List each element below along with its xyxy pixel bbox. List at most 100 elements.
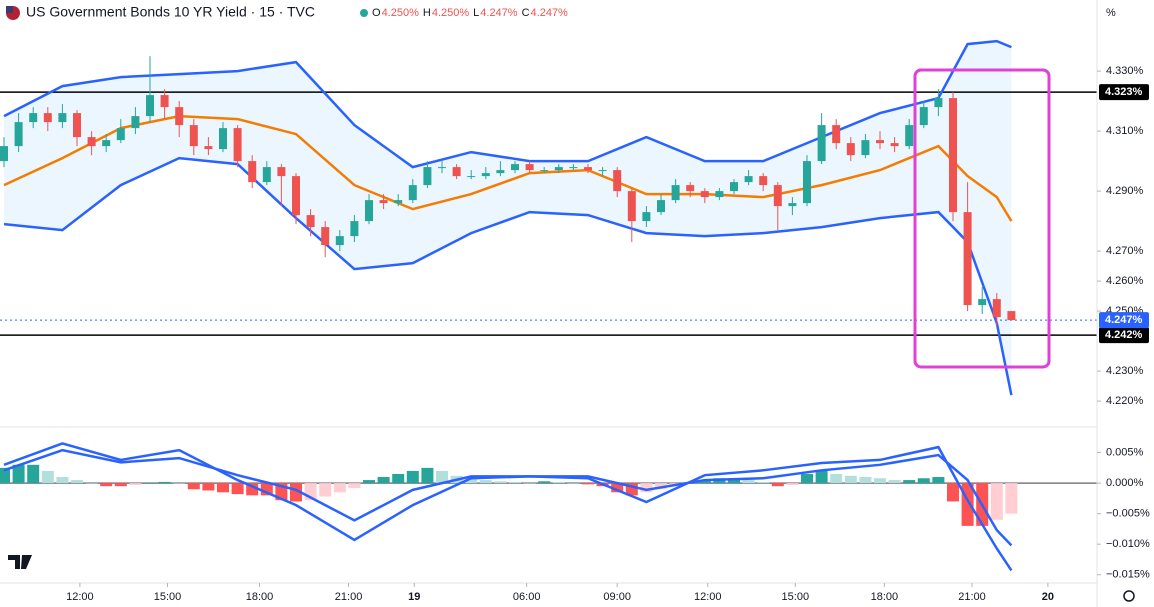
histogram-bar	[771, 483, 784, 487]
histogram-bar	[85, 483, 98, 484]
histogram-bar	[479, 480, 492, 484]
histogram-bar	[801, 473, 813, 484]
candle-body	[613, 170, 622, 192]
candle-body	[1007, 311, 1016, 321]
histogram-bar	[874, 478, 886, 484]
tv-logo	[8, 555, 32, 569]
histogram-bar	[144, 483, 156, 484]
x-tick-label: 09:00	[603, 591, 631, 603]
histogram-bar	[728, 478, 740, 484]
candle-body	[277, 167, 286, 177]
x-tick-label: 21:00	[958, 591, 986, 603]
histogram-bar	[392, 473, 405, 484]
candle-body	[321, 227, 330, 246]
histogram-bar	[611, 483, 624, 493]
histogram-bar	[552, 481, 565, 484]
histogram-bar	[1005, 483, 1018, 514]
histogram-bar	[41, 470, 54, 484]
histogram-bar	[465, 478, 478, 484]
histogram-bar	[815, 470, 828, 484]
price-tag-label: 4.242%	[1105, 329, 1143, 341]
candle-body	[335, 236, 344, 246]
candle-body	[14, 122, 23, 147]
candle-body	[350, 221, 359, 237]
candle-body	[846, 143, 855, 156]
candle-body	[832, 125, 841, 144]
candle-body	[189, 125, 198, 147]
candle-body	[949, 98, 957, 213]
candle-body	[598, 170, 607, 172]
histogram-bar	[990, 483, 1003, 520]
candle-body	[934, 98, 943, 108]
histogram-bar	[567, 483, 580, 484]
histogram-bar	[363, 480, 375, 484]
candle-body	[686, 185, 695, 192]
candle-body	[219, 128, 227, 150]
candle-body	[876, 140, 884, 144]
y-tick-label: 4.330%	[1106, 65, 1144, 77]
bollinger-lower	[3, 156, 1013, 396]
candle-body	[584, 167, 592, 171]
histogram-bar	[333, 483, 346, 493]
candle-body	[496, 170, 505, 174]
status-dot	[360, 9, 368, 17]
histogram-bar	[523, 483, 536, 484]
histogram-bar	[421, 467, 434, 484]
candle-body	[423, 167, 432, 186]
y-tick-label: 4.260%	[1106, 275, 1144, 287]
histogram-bar	[947, 483, 959, 502]
header: US Government Bonds 10 YR Yield · 15 · T…	[6, 4, 368, 20]
histogram-bar	[757, 481, 770, 484]
y-tick-label: 4.290%	[1106, 185, 1144, 197]
histogram-bar	[319, 483, 332, 497]
price-tag-label: 4.323%	[1105, 86, 1143, 98]
histogram-bar	[187, 483, 200, 490]
candle-body	[657, 200, 665, 213]
chart-title: US Government Bonds 10 YR Yield · 15 · T…	[26, 4, 315, 20]
y-tick-label: −0.010%	[1106, 538, 1150, 550]
histogram-bar	[12, 464, 25, 484]
x-tick-label: 18:00	[871, 591, 899, 603]
histogram-bar	[859, 477, 872, 484]
candle-body	[58, 113, 67, 123]
settings-icon[interactable]	[1123, 590, 1135, 602]
histogram-bar	[231, 483, 244, 495]
y-tick-label: 4.220%	[1106, 395, 1144, 407]
candle-body	[627, 191, 636, 222]
histogram-bar	[742, 480, 755, 484]
y-tick-label: 4.270%	[1106, 245, 1144, 257]
candle-body	[87, 137, 96, 147]
y-tick-label: 4.230%	[1106, 365, 1144, 377]
candle-body	[978, 299, 987, 306]
candle-body	[715, 191, 724, 198]
histogram-bar	[100, 483, 113, 487]
candle-body	[803, 161, 811, 204]
highlight-box	[913, 68, 1051, 369]
candle-body	[248, 161, 257, 183]
x-tick-label: 15:00	[154, 591, 182, 603]
ohlc-value: 4.247%	[531, 7, 569, 19]
candle-body	[102, 140, 111, 147]
candle-body	[773, 185, 782, 207]
candle-body	[131, 116, 140, 129]
flag-icon	[6, 6, 13, 13]
candle-body	[146, 95, 154, 117]
candle-body	[438, 167, 446, 169]
x-tick-label: 18:00	[246, 591, 274, 603]
y-tick-label: 4.310%	[1106, 125, 1144, 137]
x-tick-label: 06:00	[513, 591, 541, 603]
histogram-bar	[786, 483, 799, 485]
candle-body	[116, 128, 125, 141]
axes: 4.330%4.310%4.290%4.270%4.260%4.250%4.23…	[66, 65, 1150, 603]
histogram-bar	[129, 483, 142, 485]
histogram-bar	[888, 480, 901, 484]
x-tick-label: 12:00	[66, 591, 94, 603]
ohlc-key: L	[473, 7, 479, 19]
y-tick-label: 0.005%	[1106, 447, 1144, 459]
price-tag	[1099, 312, 1149, 329]
histogram-bar	[114, 483, 127, 487]
candle-body	[29, 113, 38, 123]
price-tag	[1099, 84, 1149, 101]
candle-body	[788, 203, 797, 207]
